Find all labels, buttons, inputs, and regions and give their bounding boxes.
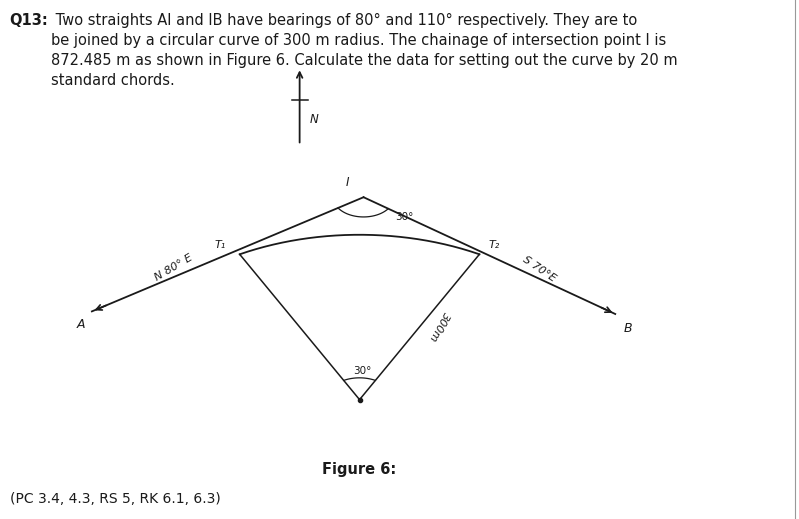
Text: Two straights AI and IB have bearings of 80° and 110° respectively. They are to
: Two straights AI and IB have bearings of… [51,13,678,88]
Text: 300m: 300m [427,310,451,344]
Text: T₁: T₁ [214,240,225,250]
Text: T₂: T₂ [489,240,500,250]
Text: Q13:: Q13: [10,13,48,28]
Text: 30°: 30° [396,212,414,222]
Text: N: N [310,113,319,126]
Text: B: B [623,322,632,335]
Text: N 80° E: N 80° E [153,252,194,282]
Text: I: I [346,176,349,189]
Text: S 70°E: S 70°E [521,254,558,283]
Text: (PC 3.4, 4.3, RS 5, RK 6.1, 6.3): (PC 3.4, 4.3, RS 5, RK 6.1, 6.3) [10,492,221,506]
Text: A: A [77,318,85,331]
Text: 30°: 30° [353,366,372,376]
Text: Figure 6:: Figure 6: [323,462,396,477]
